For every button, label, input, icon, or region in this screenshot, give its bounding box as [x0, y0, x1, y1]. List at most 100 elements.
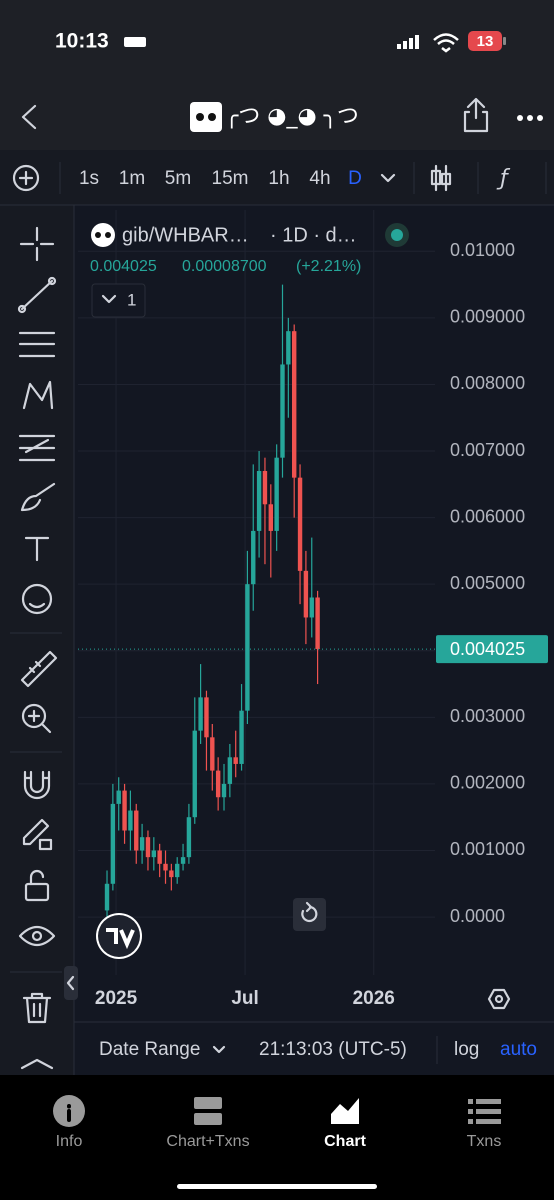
legend-price: 0.004025 — [90, 258, 157, 275]
chart-type-candle — [430, 169, 442, 186]
ruler-tool[interactable] — [20, 650, 58, 688]
collapse-handle[interactable] — [64, 966, 78, 1000]
candle-body — [251, 530, 256, 585]
axis-settings[interactable] — [487, 988, 511, 1010]
brush-tool[interactable] — [20, 482, 56, 512]
interval-button[interactable]: 1m — [119, 168, 145, 189]
candle-body — [128, 810, 133, 831]
add-symbol-button[interactable] — [12, 164, 40, 192]
candle-body — [303, 570, 309, 618]
indicator-toggle-arrow — [101, 294, 117, 304]
y-tick-label: 0.005000 — [450, 573, 525, 593]
lock-drawings-tool[interactable] — [22, 818, 50, 846]
candle-body — [151, 850, 157, 858]
axis-settings-dot — [494, 994, 504, 1004]
candle-body — [227, 757, 233, 784]
interval-button[interactable]: 1h — [268, 168, 289, 189]
chart-type-candle — [440, 172, 452, 186]
candle-body — [256, 470, 262, 531]
candle-body — [315, 597, 320, 650]
candle-body — [139, 837, 145, 851]
last-price-label: 0.004025 — [450, 639, 525, 659]
tv-logo — [98, 915, 140, 957]
zoom-tool[interactable] — [21, 703, 47, 729]
date-range-button[interactable]: Date Range — [99, 1039, 200, 1060]
hide-tool[interactable] — [18, 925, 56, 947]
back-button[interactable] — [21, 104, 37, 130]
candle-body — [122, 790, 127, 831]
candle-body — [221, 783, 227, 798]
trend-line-tool[interactable] — [20, 279, 54, 311]
pattern-tool[interactable] — [22, 380, 54, 410]
interval-dropdown[interactable] — [380, 173, 396, 183]
token-icon — [190, 102, 222, 132]
y-tick-label: 0.002000 — [450, 773, 525, 793]
candle-body — [204, 697, 209, 738]
tool-dot — [17, 304, 27, 314]
status-time: 10:13 — [55, 30, 109, 53]
interval-button[interactable]: 5m — [165, 168, 191, 189]
battery-icon — [468, 31, 502, 51]
candle-body — [210, 737, 215, 771]
indicator-count: 1 — [127, 290, 136, 309]
emoji-tool[interactable] — [21, 583, 53, 615]
magnet-tool[interactable] — [23, 770, 51, 800]
unlock-tool[interactable] — [24, 882, 50, 902]
chart-txns-icon — [194, 1097, 222, 1109]
lock-badge — [38, 838, 53, 851]
signal-icon — [397, 35, 419, 49]
legend-icon-eye — [95, 232, 101, 238]
top-bar-bg — [0, 0, 554, 150]
eye-pupil — [31, 930, 43, 942]
legend-interval: · 1D · d… — [270, 224, 357, 246]
crosshair-tool[interactable] — [19, 226, 55, 262]
fib-tool[interactable] — [18, 331, 56, 358]
candle-body — [145, 837, 151, 858]
candle-body — [116, 790, 121, 804]
share-button[interactable] — [463, 97, 489, 133]
candle-body — [262, 470, 268, 505]
interval-button[interactable]: 4h — [309, 168, 330, 189]
candle-body — [309, 597, 314, 618]
auto-toggle[interactable]: auto — [500, 1039, 537, 1060]
x-tick-label: Jul — [231, 988, 258, 1009]
candle-body — [175, 863, 180, 878]
projection-tool[interactable] — [18, 434, 56, 462]
tab-label[interactable]: Chart — [324, 1133, 366, 1150]
candle-body — [239, 710, 244, 764]
reset-chart-button[interactable] — [293, 898, 326, 931]
tab-label[interactable]: Txns — [467, 1133, 502, 1150]
interval-button[interactable]: 15m — [212, 168, 249, 189]
y-tick-label: 0.009000 — [450, 307, 525, 327]
interval-button[interactable]: 1s — [79, 168, 99, 189]
y-tick-label: 0.006000 — [450, 506, 525, 526]
tool-column-bg — [0, 205, 74, 1075]
tab-label[interactable]: Info — [56, 1133, 83, 1150]
indicator-toggle[interactable] — [91, 283, 146, 318]
candle-body — [163, 863, 168, 871]
candle-body — [268, 504, 274, 531]
candle-body — [180, 857, 186, 864]
legend-symbol: gib/WHBAR… — [122, 224, 249, 246]
candle-body — [104, 883, 110, 911]
token-eye — [208, 113, 216, 121]
x-tick-label: 2025 — [95, 988, 138, 1009]
candle-body — [274, 457, 279, 531]
token-eye — [196, 113, 204, 121]
more-button[interactable] — [517, 115, 543, 121]
legend-change-pct: (+2.21%) — [296, 258, 361, 275]
indicators-button[interactable]: ƒ — [496, 166, 511, 191]
log-toggle[interactable]: log — [454, 1039, 479, 1060]
candle-body — [215, 770, 221, 798]
candle-body — [192, 730, 197, 818]
text-tool[interactable] — [24, 536, 50, 562]
reset-icon — [301, 901, 318, 923]
interval-button[interactable]: D — [348, 168, 362, 189]
add-symbol-plus — [18, 170, 34, 186]
tab-label[interactable]: Chart+Txns — [166, 1133, 249, 1150]
more-tools[interactable] — [20, 1058, 54, 1070]
emoji-smile — [28, 602, 46, 609]
delete-tool[interactable] — [22, 992, 52, 1024]
candle-body — [186, 817, 192, 858]
